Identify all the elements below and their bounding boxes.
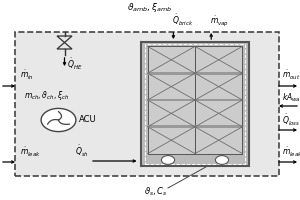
Text: $\vartheta_{amb}, \xi_{amb}$: $\vartheta_{amb}, \xi_{amb}$ [128,1,172,15]
Text: $\dot{m}_{out}$: $\dot{m}_{out}$ [282,69,300,82]
Bar [148,127,195,154]
Text: $\dot{m}_{in}$: $\dot{m}_{in}$ [20,69,34,82]
Bar [195,46,242,73]
Bar [141,42,249,166]
Bar [195,73,242,100]
Bar [148,100,195,127]
Text: $m_{ch}, \vartheta_{ch}, \xi_{ch}$: $m_{ch}, \vartheta_{ch}, \xi_{ch}$ [24,90,69,102]
Bar [148,125,242,128]
Circle shape [161,156,175,164]
Bar [195,127,242,154]
Bar [195,100,242,127]
Text: ACU: ACU [79,116,97,124]
Text: $\dot{Q}_{HE}$: $\dot{Q}_{HE}$ [67,57,83,72]
Bar [148,46,195,73]
Bar [145,44,245,164]
Bar [15,32,279,176]
Text: $\dot{m}_{vap}$: $\dot{m}_{vap}$ [210,14,229,28]
Bar [148,72,242,75]
Bar [148,73,195,100]
Text: $\dot{m}_{leak}$: $\dot{m}_{leak}$ [20,146,40,159]
Text: $\dot{m}_{leak}$: $\dot{m}_{leak}$ [282,146,300,159]
Text: $\dot{Q}_{loss}$: $\dot{Q}_{loss}$ [282,113,300,128]
Text: $\dot{Q}_{brick}$: $\dot{Q}_{brick}$ [172,13,193,28]
Circle shape [41,108,76,132]
Text: $\dot{Q}_{sh}$: $\dot{Q}_{sh}$ [75,143,89,159]
Text: $\vartheta_s, C_s$: $\vartheta_s, C_s$ [144,186,168,198]
Bar [148,99,242,101]
Text: $kA_{wall}$: $kA_{wall}$ [282,92,300,104]
Circle shape [215,156,229,164]
